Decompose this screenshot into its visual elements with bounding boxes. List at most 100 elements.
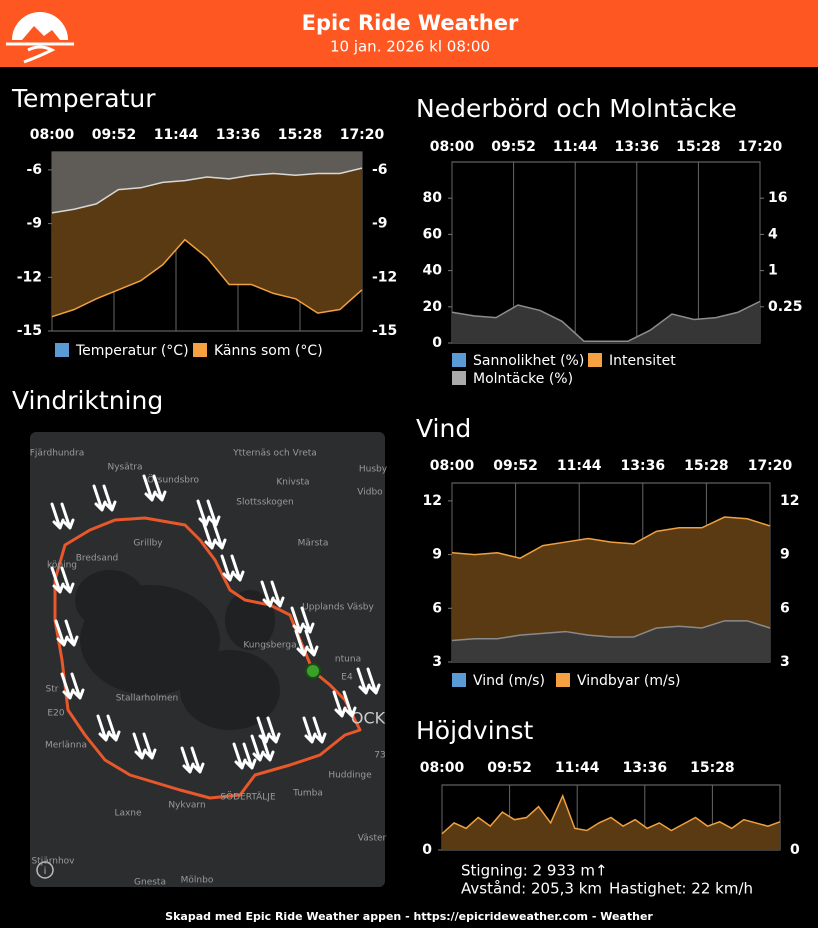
map-label: E4 xyxy=(341,673,353,683)
map-label: Ytternäs och Vreta xyxy=(232,449,317,459)
legend-label: Vind (m/s) xyxy=(473,673,545,689)
map-label: Merlänna xyxy=(45,741,87,751)
y-tick-label: 60 xyxy=(423,226,443,242)
map-label: Nysätra xyxy=(107,463,142,473)
x-tick-label: 13:36 xyxy=(621,458,666,474)
legend-label: Sannolikhet (%) xyxy=(473,353,584,369)
area-fill xyxy=(452,517,770,662)
x-tick-label: 17:20 xyxy=(738,139,783,155)
map-label: E20 xyxy=(47,709,64,719)
x-tick-label: 13:36 xyxy=(216,127,261,143)
series-line xyxy=(451,300,761,342)
map-label: Stallarholmen xyxy=(116,694,179,704)
y-tick-label: 80 xyxy=(423,190,443,206)
section-title: Höjdvinst xyxy=(416,716,534,745)
y-tick-label: 9 xyxy=(780,547,790,563)
x-tick-label: 08:00 xyxy=(30,127,75,143)
legend-swatch xyxy=(452,371,466,385)
section-title: Vindriktning xyxy=(12,386,163,415)
x-tick-label: 11:44 xyxy=(557,458,602,474)
x-tick-label: 11:44 xyxy=(154,127,199,143)
series-line xyxy=(51,167,363,214)
x-tick-label: 15:28 xyxy=(278,127,323,143)
map-label: Bredsand xyxy=(76,554,119,564)
legend-label: Känns som (°C) xyxy=(214,343,323,359)
y-tick-label: -12 xyxy=(372,269,397,285)
x-tick-label: 11:44 xyxy=(555,760,600,776)
map-label: Stjärnhov xyxy=(31,857,75,867)
x-tick-label: 09:52 xyxy=(487,760,532,776)
area-fill xyxy=(52,152,362,213)
map-label: Märsta xyxy=(298,539,329,549)
map-label: Tumba xyxy=(292,789,323,799)
legend-swatch xyxy=(452,673,466,687)
legend-label: Temperatur (°C) xyxy=(75,343,189,359)
legend-swatch xyxy=(55,343,69,357)
legend-swatch xyxy=(452,353,466,367)
y-tick-label: 12 xyxy=(423,493,442,509)
stat-distance: Avstånd: 205,3 km xyxy=(461,880,602,898)
series-line xyxy=(441,793,781,835)
y2-tick-label: 1 xyxy=(768,263,778,279)
map-label: Knivsta xyxy=(276,478,309,488)
x-tick-label: 08:00 xyxy=(430,458,475,474)
map-label: Fjärdhundra xyxy=(30,449,85,459)
legend-swatch xyxy=(588,353,602,367)
y-tick-label: -15 xyxy=(17,323,42,339)
map-label: Väster xyxy=(358,834,387,844)
footer: Skapad med Epic Ride Weather appen - htt… xyxy=(165,910,653,923)
x-tick-label: 17:20 xyxy=(340,127,385,143)
series-line xyxy=(51,238,363,318)
y-tick-label: 12 xyxy=(780,493,799,509)
y2-tick-label: 0.25 xyxy=(768,299,803,315)
y-tick-label: 0 xyxy=(422,842,432,858)
y-tick-label: 0 xyxy=(790,842,800,858)
map-label: Huddinge xyxy=(328,771,372,781)
y2-tick-label: 16 xyxy=(768,190,787,206)
area-fill xyxy=(52,152,362,317)
y-tick-label: 3 xyxy=(432,654,442,670)
x-tick-label: 11:44 xyxy=(553,139,598,155)
area-fill xyxy=(452,620,770,662)
y-tick-label: -9 xyxy=(26,216,42,232)
x-tick-label: 08:00 xyxy=(420,760,465,776)
series-line xyxy=(451,620,771,642)
map-label: 73 xyxy=(374,751,385,761)
header-bar xyxy=(0,0,818,67)
legend-swatch xyxy=(556,673,570,687)
legend-label: Vindbyar (m/s) xyxy=(577,673,680,689)
stat-climb: Stigning: 2 933 m↑ xyxy=(461,862,608,880)
y-tick-label: 9 xyxy=(432,547,442,563)
x-tick-label: 15:28 xyxy=(684,458,729,474)
x-tick-label: 08:00 xyxy=(430,139,475,155)
legend-label: Molntäcke (%) xyxy=(473,371,573,387)
map: i Fjärdhundra Nysätra Örsundsbro Ytternäs o… xyxy=(30,432,388,888)
map-label: Laxne xyxy=(114,809,142,819)
y-tick-label: -6 xyxy=(372,162,388,178)
y-tick-label: 40 xyxy=(423,263,443,279)
y2-tick-label: 4 xyxy=(768,226,778,242)
x-tick-label: 13:36 xyxy=(623,760,668,776)
y-tick-label: 20 xyxy=(423,299,443,315)
x-tick-label: 15:28 xyxy=(690,760,735,776)
logo xyxy=(6,12,74,64)
x-tick-label: 17:20 xyxy=(748,458,793,474)
y-tick-label: 6 xyxy=(780,600,790,616)
x-tick-label: 09:52 xyxy=(491,139,536,155)
map-label: Vidbo xyxy=(357,488,383,498)
map-label: Upplands Väsby xyxy=(302,603,374,613)
map-label: SÖDERTÄLJE xyxy=(220,792,276,803)
app-title: Epic Ride Weather xyxy=(302,11,519,35)
x-tick-label: 09:52 xyxy=(493,458,538,474)
section-title: Temperatur xyxy=(11,84,156,113)
x-tick-label: 09:52 xyxy=(92,127,137,143)
map-label: Kungsberga xyxy=(243,641,296,651)
map-label: Mölnbo xyxy=(181,876,214,886)
map-label: Husby xyxy=(359,465,388,475)
map-label: Gnesta xyxy=(134,878,166,888)
app-subtitle: 10 jan. 2026 kl 08:00 xyxy=(330,38,490,56)
legend-label: Intensitet xyxy=(609,353,676,369)
map-label: köping xyxy=(47,561,77,571)
